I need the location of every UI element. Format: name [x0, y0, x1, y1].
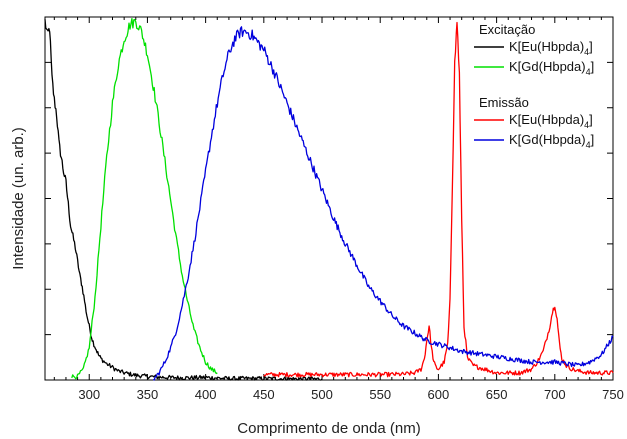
series-line-4	[152, 26, 614, 381]
y-axis-title: Intensidade (un. arb.)	[10, 127, 27, 270]
series-layer	[44, 17, 614, 381]
series-line-1	[44, 19, 323, 381]
legend: Excitação K[Eu(Hbpda)4] K[Gd(Hbpda)4] Emiss…	[474, 22, 594, 150]
series-line-2	[71, 17, 218, 380]
x-tick-labels: 300 350 400 450 500 550 600 650 700 750	[78, 387, 623, 402]
x-tick-label: 750	[602, 387, 624, 402]
x-tick-label: 650	[486, 387, 508, 402]
x-tick-label: 550	[369, 387, 391, 402]
x-tick-label: 450	[253, 387, 275, 402]
x-tick-label: 600	[428, 387, 450, 402]
legend-entry-label: K[Eu(Hbpda)4]	[509, 112, 593, 130]
x-tick-label: 700	[544, 387, 566, 402]
legend-entry-label: K[Eu(Hbpda)4]	[509, 39, 593, 57]
x-tick-label: 350	[137, 387, 159, 402]
x-tick-label: 500	[311, 387, 333, 402]
x-tick-label: 300	[78, 387, 100, 402]
series-line-3	[263, 21, 614, 378]
x-tick-label: 400	[195, 387, 217, 402]
legend-group-title: Excitação	[479, 22, 535, 37]
x-axis-title: Comprimento de onda (nm)	[237, 420, 420, 437]
legend-entry-label: K[Gd(Hbpda)4]	[509, 132, 594, 150]
legend-group-title: Emissão	[479, 95, 529, 110]
legend-entry-label: K[Gd(Hbpda)4]	[509, 59, 594, 77]
